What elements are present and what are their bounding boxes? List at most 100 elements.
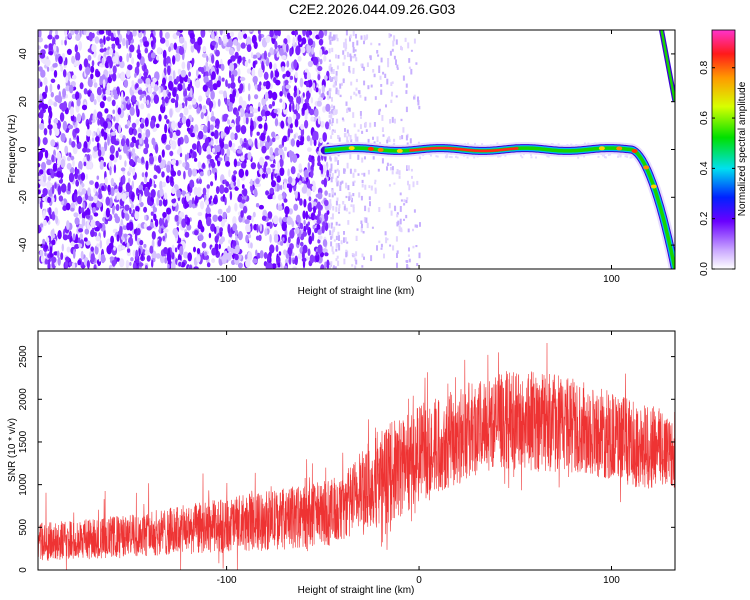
noise-speck [181, 102, 185, 109]
noise-speck [42, 137, 48, 146]
noise-speck [120, 167, 126, 172]
noise-speck [64, 145, 69, 154]
noise-speck [107, 30, 112, 37]
noise-speck [266, 135, 270, 143]
noise-speck [335, 75, 338, 82]
noise-speck [323, 75, 328, 81]
noise-speck [131, 122, 137, 129]
noise-speck [203, 125, 208, 134]
noise-speck [234, 253, 239, 261]
noise-speck [153, 94, 159, 104]
noise-speck [158, 224, 162, 234]
noise-speck [138, 30, 141, 33]
noise-speck [351, 253, 354, 257]
noise-speck [336, 65, 339, 70]
noise-speck [355, 235, 358, 241]
noise-speck [263, 50, 267, 60]
noise-speck [297, 172, 300, 179]
noise-speck [78, 160, 83, 171]
noise-speck [362, 231, 365, 234]
noise-speck [332, 265, 335, 269]
noise-speck [78, 243, 83, 248]
noise-speck [408, 267, 411, 269]
noise-speck [276, 257, 281, 262]
noise-speck [344, 128, 346, 132]
noise-speck [67, 234, 71, 240]
noise-speck [47, 99, 53, 106]
noise-speck [244, 112, 249, 118]
noise-speck [367, 169, 370, 175]
noise-speck [285, 70, 291, 78]
track-peak-segment [513, 147, 517, 150]
noise-speck [235, 116, 240, 126]
noise-speck [583, 155, 586, 158]
noise-speck [120, 103, 124, 110]
noise-speck [93, 99, 97, 106]
noise-speck [186, 127, 191, 132]
noise-speck [185, 118, 191, 128]
noise-speck [150, 81, 156, 88]
noise-speck [336, 175, 339, 178]
noise-speck [233, 180, 236, 187]
noise-speck [185, 97, 188, 107]
noise-speck [366, 62, 369, 67]
noise-speck [191, 98, 197, 105]
noise-speck [396, 262, 398, 268]
track-peak-segment [442, 146, 446, 150]
noise-speck [70, 207, 75, 212]
noise-speck [392, 245, 395, 251]
noise-speck [253, 108, 259, 113]
noise-speck [40, 200, 43, 210]
noise-speck [91, 44, 97, 53]
noise-speck [193, 246, 196, 253]
noise-speck [357, 173, 360, 176]
noise-speck [164, 123, 168, 134]
noise-speck [408, 247, 410, 252]
noise-speck [75, 233, 79, 242]
noise-speck [140, 118, 145, 124]
noise-speck [71, 262, 75, 269]
noise-speck [159, 180, 163, 191]
noise-speck [200, 200, 205, 210]
noise-speck [100, 253, 106, 264]
noise-speck [379, 75, 382, 80]
noise-speck [416, 180, 419, 185]
noise-speck [178, 261, 182, 267]
noise-speck [409, 138, 412, 144]
noise-speck [105, 49, 110, 56]
noise-speck [65, 202, 71, 211]
noise-speck [290, 155, 293, 163]
noise-speck [169, 108, 173, 118]
noise-speck [215, 49, 220, 57]
noise-speck [331, 97, 333, 102]
noise-speck [73, 212, 79, 218]
noise-speck [267, 90, 273, 99]
noise-speck [292, 113, 297, 120]
noise-speck [92, 113, 95, 124]
noise-speck [331, 189, 334, 194]
noise-speck [342, 79, 345, 84]
noise-speck [237, 55, 242, 63]
noise-speck [604, 156, 606, 159]
track-peak-segment [415, 148, 419, 152]
track-peak-segment [438, 146, 442, 150]
noise-speck [296, 141, 300, 147]
track-peak-segment [461, 148, 465, 151]
noise-speck [348, 66, 351, 72]
noise-speck [335, 235, 338, 241]
noise-speck [283, 265, 288, 269]
track-peak-segment [515, 147, 519, 150]
noise-speck [522, 153, 525, 156]
noise-speck [412, 228, 414, 232]
noise-speck [117, 30, 121, 36]
noise-speck [267, 52, 271, 58]
noise-speck [245, 116, 249, 125]
noise-speck [307, 162, 310, 169]
noise-speck [356, 136, 359, 143]
noise-speck [218, 238, 224, 245]
y-tick-label: 1500 [18, 430, 29, 453]
noise-speck [132, 249, 137, 257]
y-tick-label: 500 [18, 519, 29, 536]
noise-speck [330, 78, 333, 82]
noise-speck [202, 162, 206, 169]
